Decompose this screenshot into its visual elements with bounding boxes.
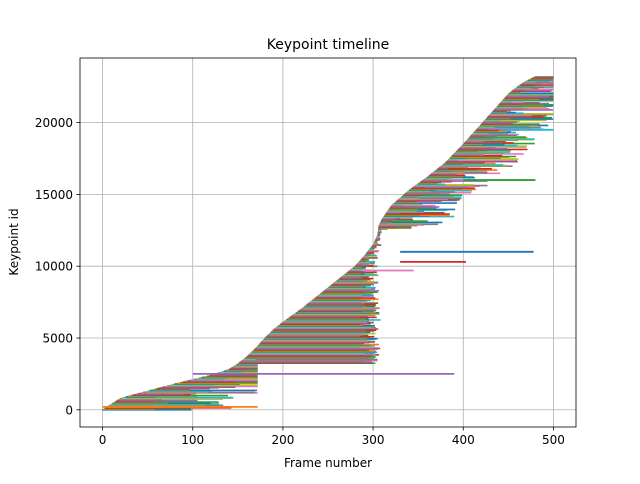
y-tick-label: 10000 [35,260,73,274]
x-tick-label: 100 [181,433,204,447]
x-tick-label: 0 [99,433,107,447]
x-tick-label: 200 [271,433,294,447]
x-tick-label: 300 [362,433,385,447]
x-axis-label: Frame number [284,456,372,470]
y-tick-label: 0 [65,403,73,417]
plot-frame [79,57,577,428]
y-tick-label: 15000 [35,188,73,202]
y-tick-label: 20000 [35,116,73,130]
x-tick-label: 400 [452,433,475,447]
x-tick-label: 500 [542,433,565,447]
y-tick-label: 5000 [42,331,73,345]
chart-title: Keypoint timeline [267,37,389,53]
y-axis-label: Keypoint id [7,208,21,275]
tracks-layer [102,76,554,411]
